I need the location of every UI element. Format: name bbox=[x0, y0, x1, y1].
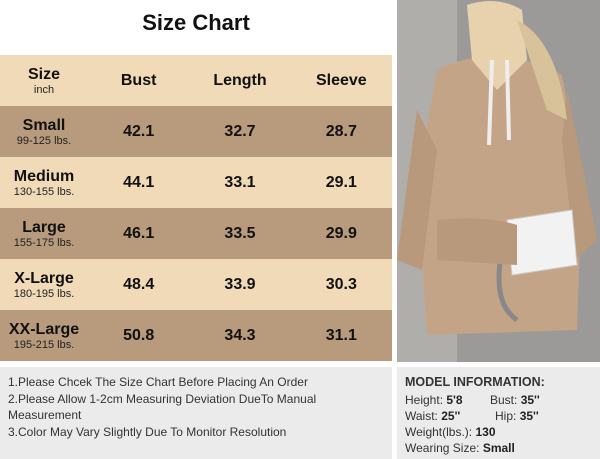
size-name: Small bbox=[22, 116, 66, 134]
weight-range: 130-155 lbs. bbox=[13, 185, 75, 198]
size-header: Size bbox=[27, 65, 60, 83]
sleeve-cell: 30.3 bbox=[325, 275, 357, 293]
size-name: XX-Large bbox=[8, 320, 80, 338]
sleeve-cell: 29.9 bbox=[325, 224, 357, 242]
table-row: Medium 130-155 lbs. 44.1 33.1 29.1 bbox=[0, 157, 392, 208]
unit-label: inch bbox=[33, 83, 55, 96]
bust-label: Bust: bbox=[490, 393, 518, 407]
bust-cell: 50.8 bbox=[123, 326, 155, 344]
waist-label: Waist: bbox=[405, 409, 438, 423]
bust-cell: 44.1 bbox=[123, 173, 155, 191]
height-value: 5'8 bbox=[446, 393, 463, 407]
bust-cell: 48.4 bbox=[123, 275, 155, 293]
waist-value: 25'' bbox=[441, 409, 461, 423]
hip-value: 35'' bbox=[519, 409, 539, 423]
chart-title: Size Chart bbox=[142, 10, 250, 35]
wearing-size-value: Small bbox=[482, 441, 515, 455]
length-cell: 33.5 bbox=[224, 224, 256, 242]
note-2: 2.Please Allow 1-2cm Measuring Deviation… bbox=[8, 391, 317, 423]
weight-range: 195-215 lbs. bbox=[13, 338, 75, 351]
sleeve-cell: 29.1 bbox=[325, 173, 357, 191]
size-name: X-Large bbox=[14, 269, 74, 287]
model-info-heading: MODEL INFORMATION: bbox=[405, 375, 545, 389]
length-cell: 33.9 bbox=[224, 275, 256, 293]
weight-range: 180-195 lbs. bbox=[13, 287, 75, 300]
weight-range: 155-175 lbs. bbox=[13, 236, 75, 249]
bust-cell: 46.1 bbox=[123, 224, 155, 242]
bust-cell: 42.1 bbox=[123, 122, 155, 140]
weight-range: 99-125 lbs. bbox=[16, 134, 72, 147]
bust-value: 35'' bbox=[520, 393, 540, 407]
sleeve-cell: 31.1 bbox=[325, 326, 357, 344]
hip-label: Hip: bbox=[495, 409, 517, 423]
table-header: Size inch Bust Length Sleeve bbox=[0, 55, 392, 106]
weight-label: Weight(lbs.): bbox=[405, 425, 473, 439]
note-3: 3.Color May Vary Slightly Due To Monitor… bbox=[8, 424, 287, 439]
size-table: Size inch Bust Length Sleeve Small 99-125 … bbox=[0, 55, 392, 361]
table-row: Large 155-175 lbs. 46.1 33.5 29.9 bbox=[0, 208, 392, 259]
length-header: Length bbox=[213, 71, 267, 89]
model-info-panel: MODEL INFORMATION: Height: 5'8 Bust: 35''… bbox=[397, 367, 600, 459]
size-name: Large bbox=[22, 218, 66, 236]
length-cell: 32.7 bbox=[224, 122, 256, 140]
table-row: Small 99-125 lbs. 42.1 32.7 28.7 bbox=[0, 106, 392, 157]
height-label: Height: bbox=[405, 393, 444, 407]
table-row: X-Large 180-195 lbs. 48.4 33.9 30.3 bbox=[0, 259, 392, 310]
table-row: XX-Large 195-215 lbs. 50.8 34.3 31.1 bbox=[0, 310, 392, 361]
weight-value: 130 bbox=[475, 425, 496, 439]
length-cell: 33.1 bbox=[224, 173, 256, 191]
wearing-size-label: Wearing Size: bbox=[405, 441, 480, 455]
sleeve-header: Sleeve bbox=[315, 71, 367, 89]
model-photo bbox=[397, 0, 600, 362]
bust-header: Bust bbox=[120, 71, 157, 89]
sleeve-cell: 28.7 bbox=[325, 122, 357, 140]
notes-panel: 1.Please Chcek The Size Chart Before Pla… bbox=[0, 367, 392, 459]
note-1: 1.Please Chcek The Size Chart Before Pla… bbox=[8, 375, 308, 389]
size-name: Medium bbox=[13, 167, 75, 185]
length-cell: 34.3 bbox=[224, 326, 256, 344]
